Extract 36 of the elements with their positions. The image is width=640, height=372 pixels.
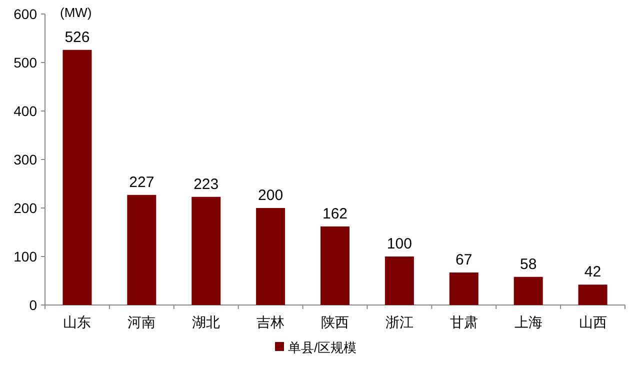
data-label: 58 <box>520 256 537 273</box>
y-tick-label: 300 <box>14 152 38 168</box>
bar <box>449 272 478 305</box>
data-label: 223 <box>194 176 219 193</box>
x-tick-label: 上海 <box>514 314 542 330</box>
bar <box>62 50 92 305</box>
y-tick-label: 100 <box>14 248 38 264</box>
x-tick-label: 陕西 <box>321 314 349 330</box>
x-tick-label: 山东 <box>63 314 92 330</box>
bar <box>384 256 414 305</box>
y-tick-label: 400 <box>14 103 38 119</box>
y-tick-label: 600 <box>14 6 38 22</box>
data-label: 227 <box>129 174 154 191</box>
bar <box>514 276 543 305</box>
y-tick-label: 0 <box>29 297 38 313</box>
data-label: 162 <box>322 205 348 222</box>
y-tick-label: 200 <box>14 200 38 216</box>
x-tick-label: 山西 <box>578 314 607 330</box>
x-tick-label: 浙江 <box>385 314 414 330</box>
bar <box>256 208 286 305</box>
x-tick-label: 河南 <box>128 314 156 330</box>
bar <box>127 194 156 305</box>
bar <box>192 196 221 305</box>
x-tick-label: 甘肃 <box>450 314 478 330</box>
x-tick-label: 吉林 <box>256 314 285 330</box>
data-label: 200 <box>258 187 284 204</box>
data-label: 42 <box>584 264 602 281</box>
y-tick-label: 500 <box>14 54 38 70</box>
data-label: 100 <box>386 236 412 252</box>
x-tick-label: 湖北 <box>192 314 220 330</box>
bar <box>320 226 350 305</box>
bar <box>578 284 608 305</box>
legend-label: 单县/区规模 <box>288 340 357 355</box>
data-label: 67 <box>456 252 472 269</box>
data-label: 526 <box>64 28 90 46</box>
y-axis-title: (MW) <box>60 5 92 20</box>
